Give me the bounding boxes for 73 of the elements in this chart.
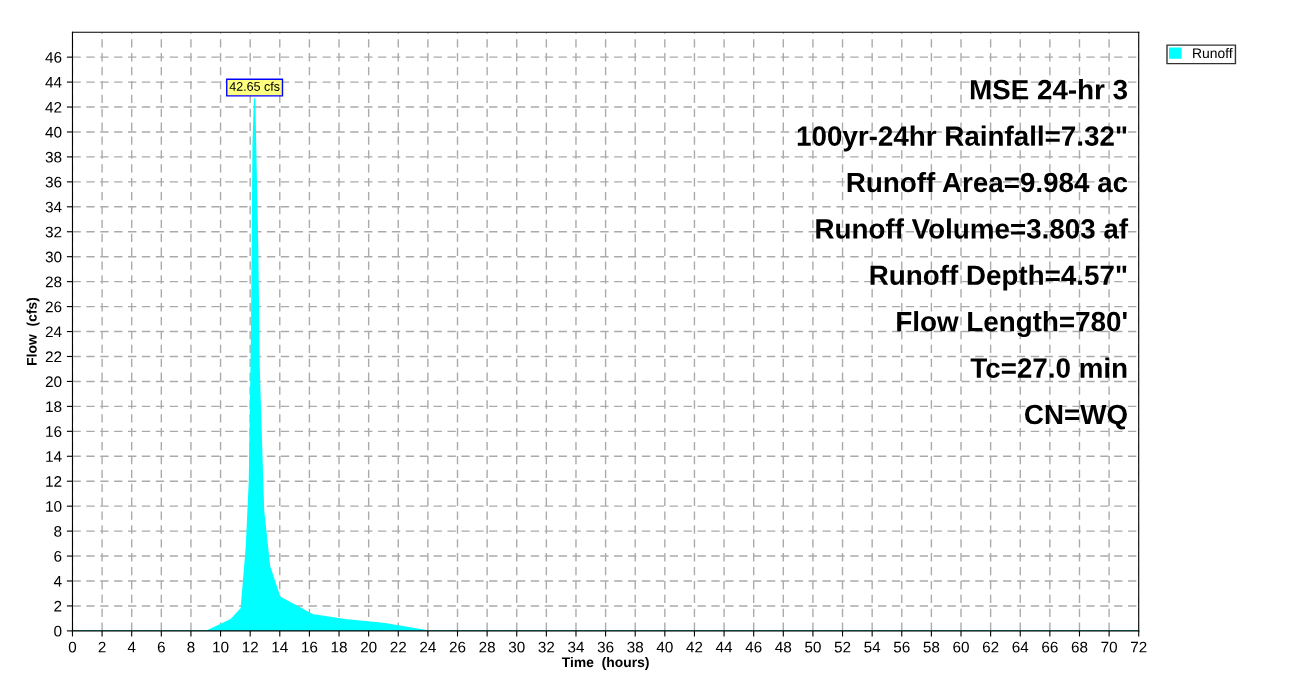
x-tick-label: 0: [68, 641, 77, 653]
annotation: Flow Length=780': [897, 311, 1127, 338]
x-tick-label: 40: [656, 641, 673, 653]
x-tick-label: 38: [627, 641, 644, 653]
legend-label: Runoff: [1193, 47, 1233, 59]
x-tick-label: 8: [187, 641, 195, 653]
y-tick-label: 20: [45, 376, 62, 388]
y-tick-label: 8: [54, 525, 62, 537]
x-tick-label: 26: [449, 641, 466, 653]
x-tick-label: 60: [953, 641, 969, 653]
x-tick-label: 16: [302, 641, 318, 653]
x-tick-label: 28: [479, 641, 495, 653]
x-tick-label: 42: [686, 641, 703, 653]
x-tick-label: 24: [420, 641, 436, 653]
annotation: Runoff Area=9.984 ac: [847, 171, 1128, 193]
y-tick-label: 26: [45, 301, 62, 313]
x-tick-label: 52: [834, 641, 851, 653]
y-tick-label: 18: [46, 401, 62, 413]
y-tick-label: 34: [45, 201, 62, 213]
x-tick-label: 2: [98, 641, 106, 653]
y-tick-label: 0: [54, 625, 62, 637]
x-axis-title: Time (hours): [561, 656, 649, 670]
x-tick-label: 58: [923, 641, 940, 653]
y-tick-label: 14: [46, 451, 62, 462]
x-tick-label: 22: [390, 641, 406, 653]
x-tick-label: 20: [360, 641, 377, 653]
x-tick-label: 18: [331, 641, 347, 653]
y-tick-label: 6: [54, 550, 62, 562]
annotation: 42.65 cfs: [229, 81, 280, 91]
y-tick-label: 36: [45, 176, 62, 188]
x-tick-label: 36: [597, 641, 614, 653]
annotation: 100yr-24hr Rainfall=7.32": [797, 125, 1127, 152]
x-tick-label: 32: [538, 641, 555, 653]
annotation: MSE 24-hr 3: [970, 79, 1128, 100]
y-tick-label: 38: [45, 151, 62, 163]
x-tick-label: 54: [864, 641, 881, 653]
x-tick-label: 10: [213, 641, 229, 653]
annotation: CN=WQ: [1025, 404, 1127, 430]
y-tick-label: 32: [45, 226, 62, 238]
y-tick-label: 44: [45, 77, 62, 88]
annotation: Runoff Volume=3.803 af: [816, 218, 1129, 239]
x-tick-label: 4: [127, 641, 136, 653]
y-tick-label: 16: [46, 426, 62, 438]
x-tick-label: 46: [745, 641, 762, 653]
y-tick-label: 24: [45, 326, 62, 338]
y-tick-label: 46: [45, 52, 62, 63]
x-tick-label: 70: [1101, 641, 1117, 653]
x-tick-label: 64: [1012, 641, 1029, 653]
x-tick-label: 56: [893, 641, 910, 653]
y-tick-label: 28: [45, 276, 62, 288]
x-tick-label: 6: [157, 641, 165, 653]
x-tick-label: 72: [1131, 641, 1147, 653]
y-tick-label: 4: [53, 576, 62, 587]
y-tick-label: 12: [46, 476, 62, 487]
x-tick-label: 12: [242, 641, 258, 653]
annotation: Runoff Depth=4.57": [870, 264, 1127, 291]
y-tick-label: 22: [45, 351, 62, 363]
x-tick-label: 34: [568, 641, 585, 653]
y-tick-label: 40: [45, 126, 62, 138]
annotation: Tc=27.0 min: [970, 357, 1127, 378]
x-tick-label: 48: [775, 641, 792, 653]
y-tick-label: 42: [45, 101, 62, 113]
x-tick-label: 62: [982, 641, 999, 653]
x-tick-label: 44: [715, 641, 733, 653]
x-tick-label: 68: [1071, 641, 1088, 653]
y-tick-label: 2: [54, 600, 62, 612]
x-tick-label: 14: [272, 641, 288, 653]
x-tick-label: 50: [805, 641, 821, 653]
x-tick-label: 66: [1042, 641, 1058, 653]
y-axis-title: Flow (cfs): [26, 297, 40, 365]
x-tick-label: 30: [508, 641, 525, 653]
y-tick-label: 10: [46, 501, 62, 512]
y-tick-label: 30: [45, 251, 62, 263]
